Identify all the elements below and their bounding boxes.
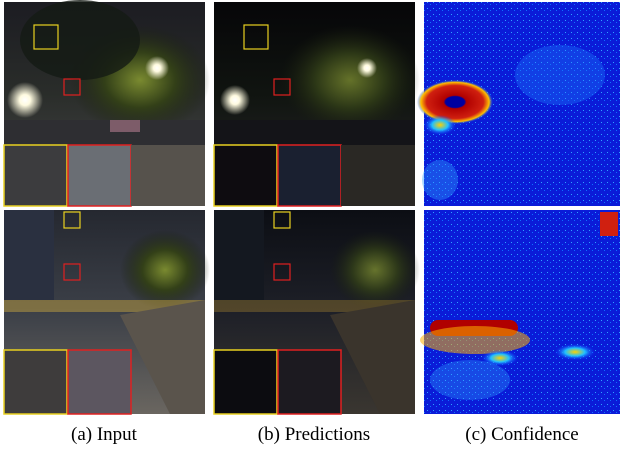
input-image-2 bbox=[4, 210, 210, 414]
caption: (c) Confidence bbox=[465, 424, 578, 445]
prediction-image-2 bbox=[214, 210, 420, 414]
confidence-map-2 bbox=[420, 210, 620, 414]
input-image-1 bbox=[4, 0, 210, 206]
figure: (a) Input (b) Predictions (c) Confidence bbox=[0, 0, 624, 454]
caption: (b) Predictions bbox=[258, 424, 370, 445]
prediction-image-1 bbox=[214, 2, 420, 206]
caption: (a) Input bbox=[71, 424, 138, 445]
confidence-map-1 bbox=[417, 2, 620, 206]
